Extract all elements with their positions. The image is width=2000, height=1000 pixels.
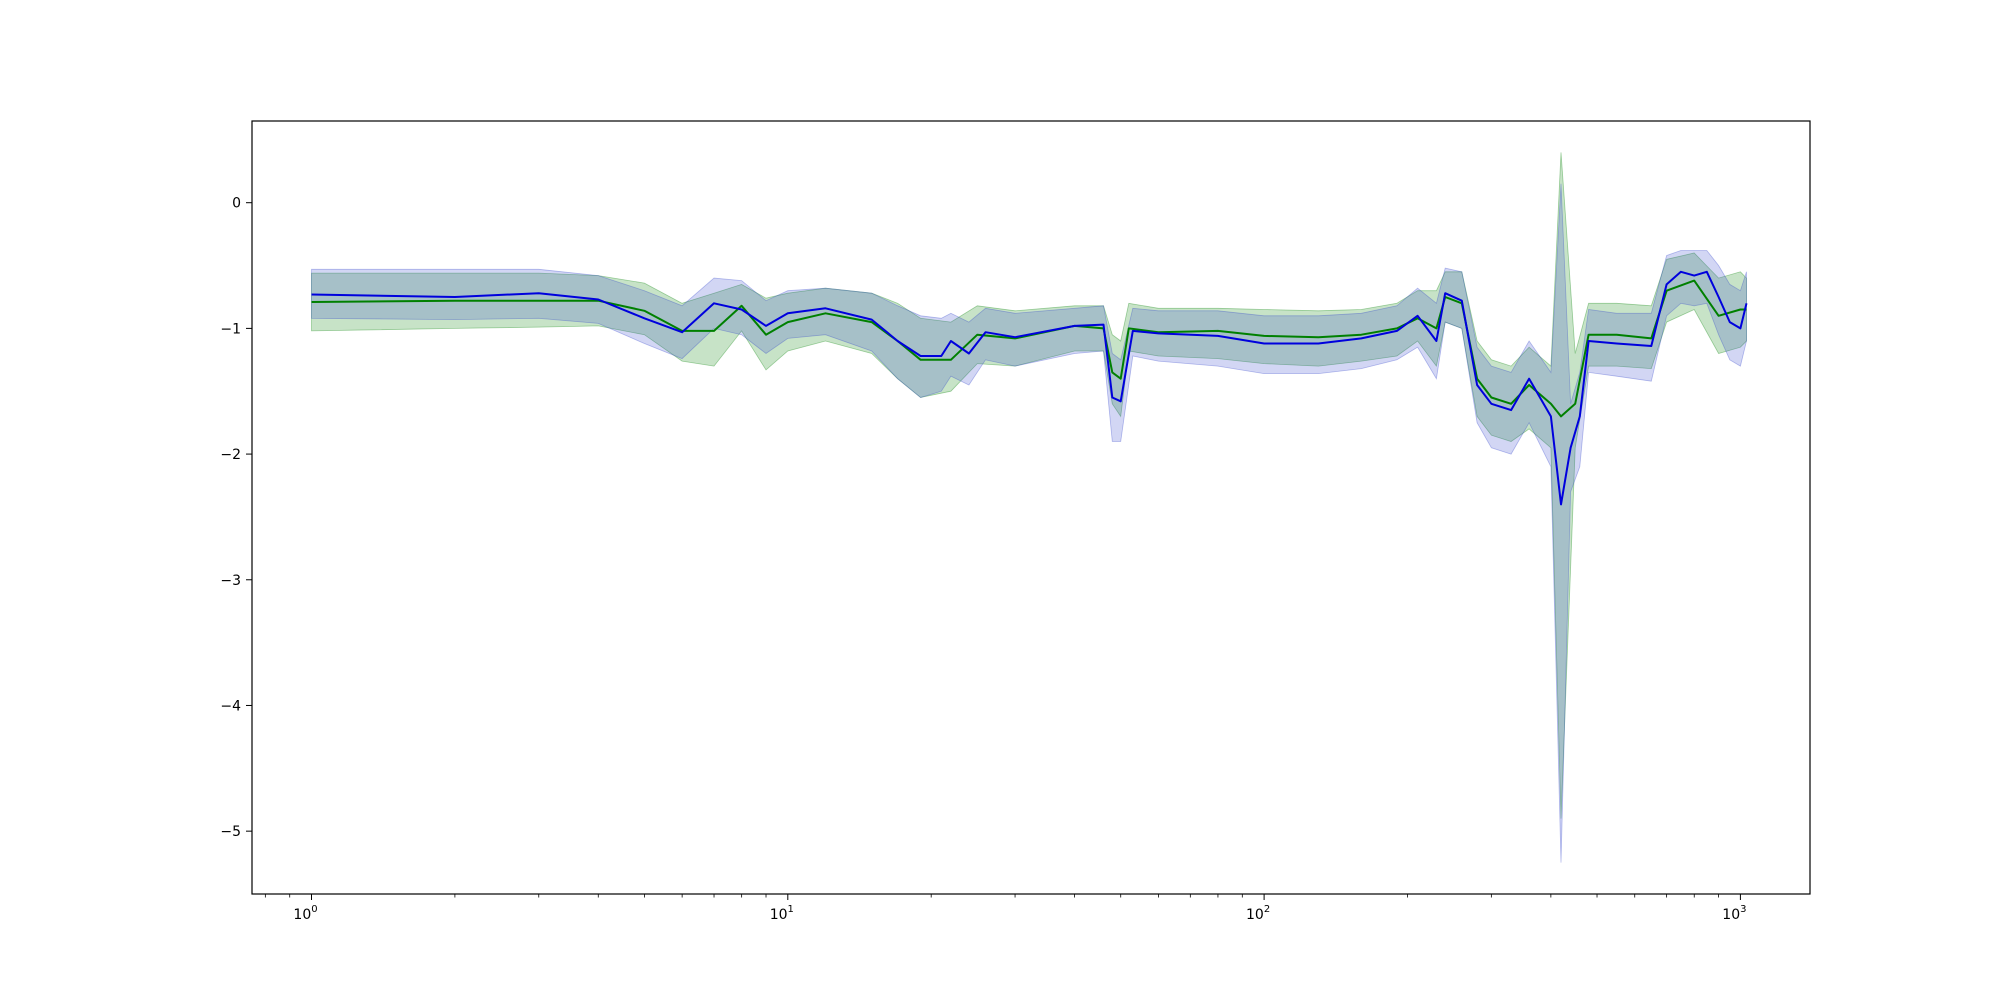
x-axis: 100 101 102 103 — [264, 894, 1747, 923]
y-tick-label: −5 — [220, 824, 241, 840]
x-tick-label: 100 — [293, 904, 317, 923]
plot-frame — [251, 120, 1811, 895]
y-axis: 0 −1 −2 −3 −4 −5 — [220, 196, 252, 840]
series-1-line — [311, 279, 1747, 418]
series-lines — [311, 270, 1748, 506]
x-tick-label: 101 — [770, 904, 794, 923]
confidence-bands — [311, 152, 1747, 863]
series-1-band — [311, 152, 1747, 819]
y-tick-label: −4 — [220, 698, 241, 714]
y-tick-label: −1 — [220, 321, 241, 337]
series-2-band — [311, 183, 1747, 863]
y-tick-label: −2 — [220, 447, 241, 463]
series-2-line — [311, 270, 1748, 506]
plot-area — [252, 121, 1810, 894]
y-tick-label: 0 — [232, 196, 241, 212]
y-tick-label: −3 — [220, 573, 241, 589]
x-tick-label: 103 — [1722, 904, 1746, 923]
x-tick-label: 102 — [1246, 904, 1270, 923]
